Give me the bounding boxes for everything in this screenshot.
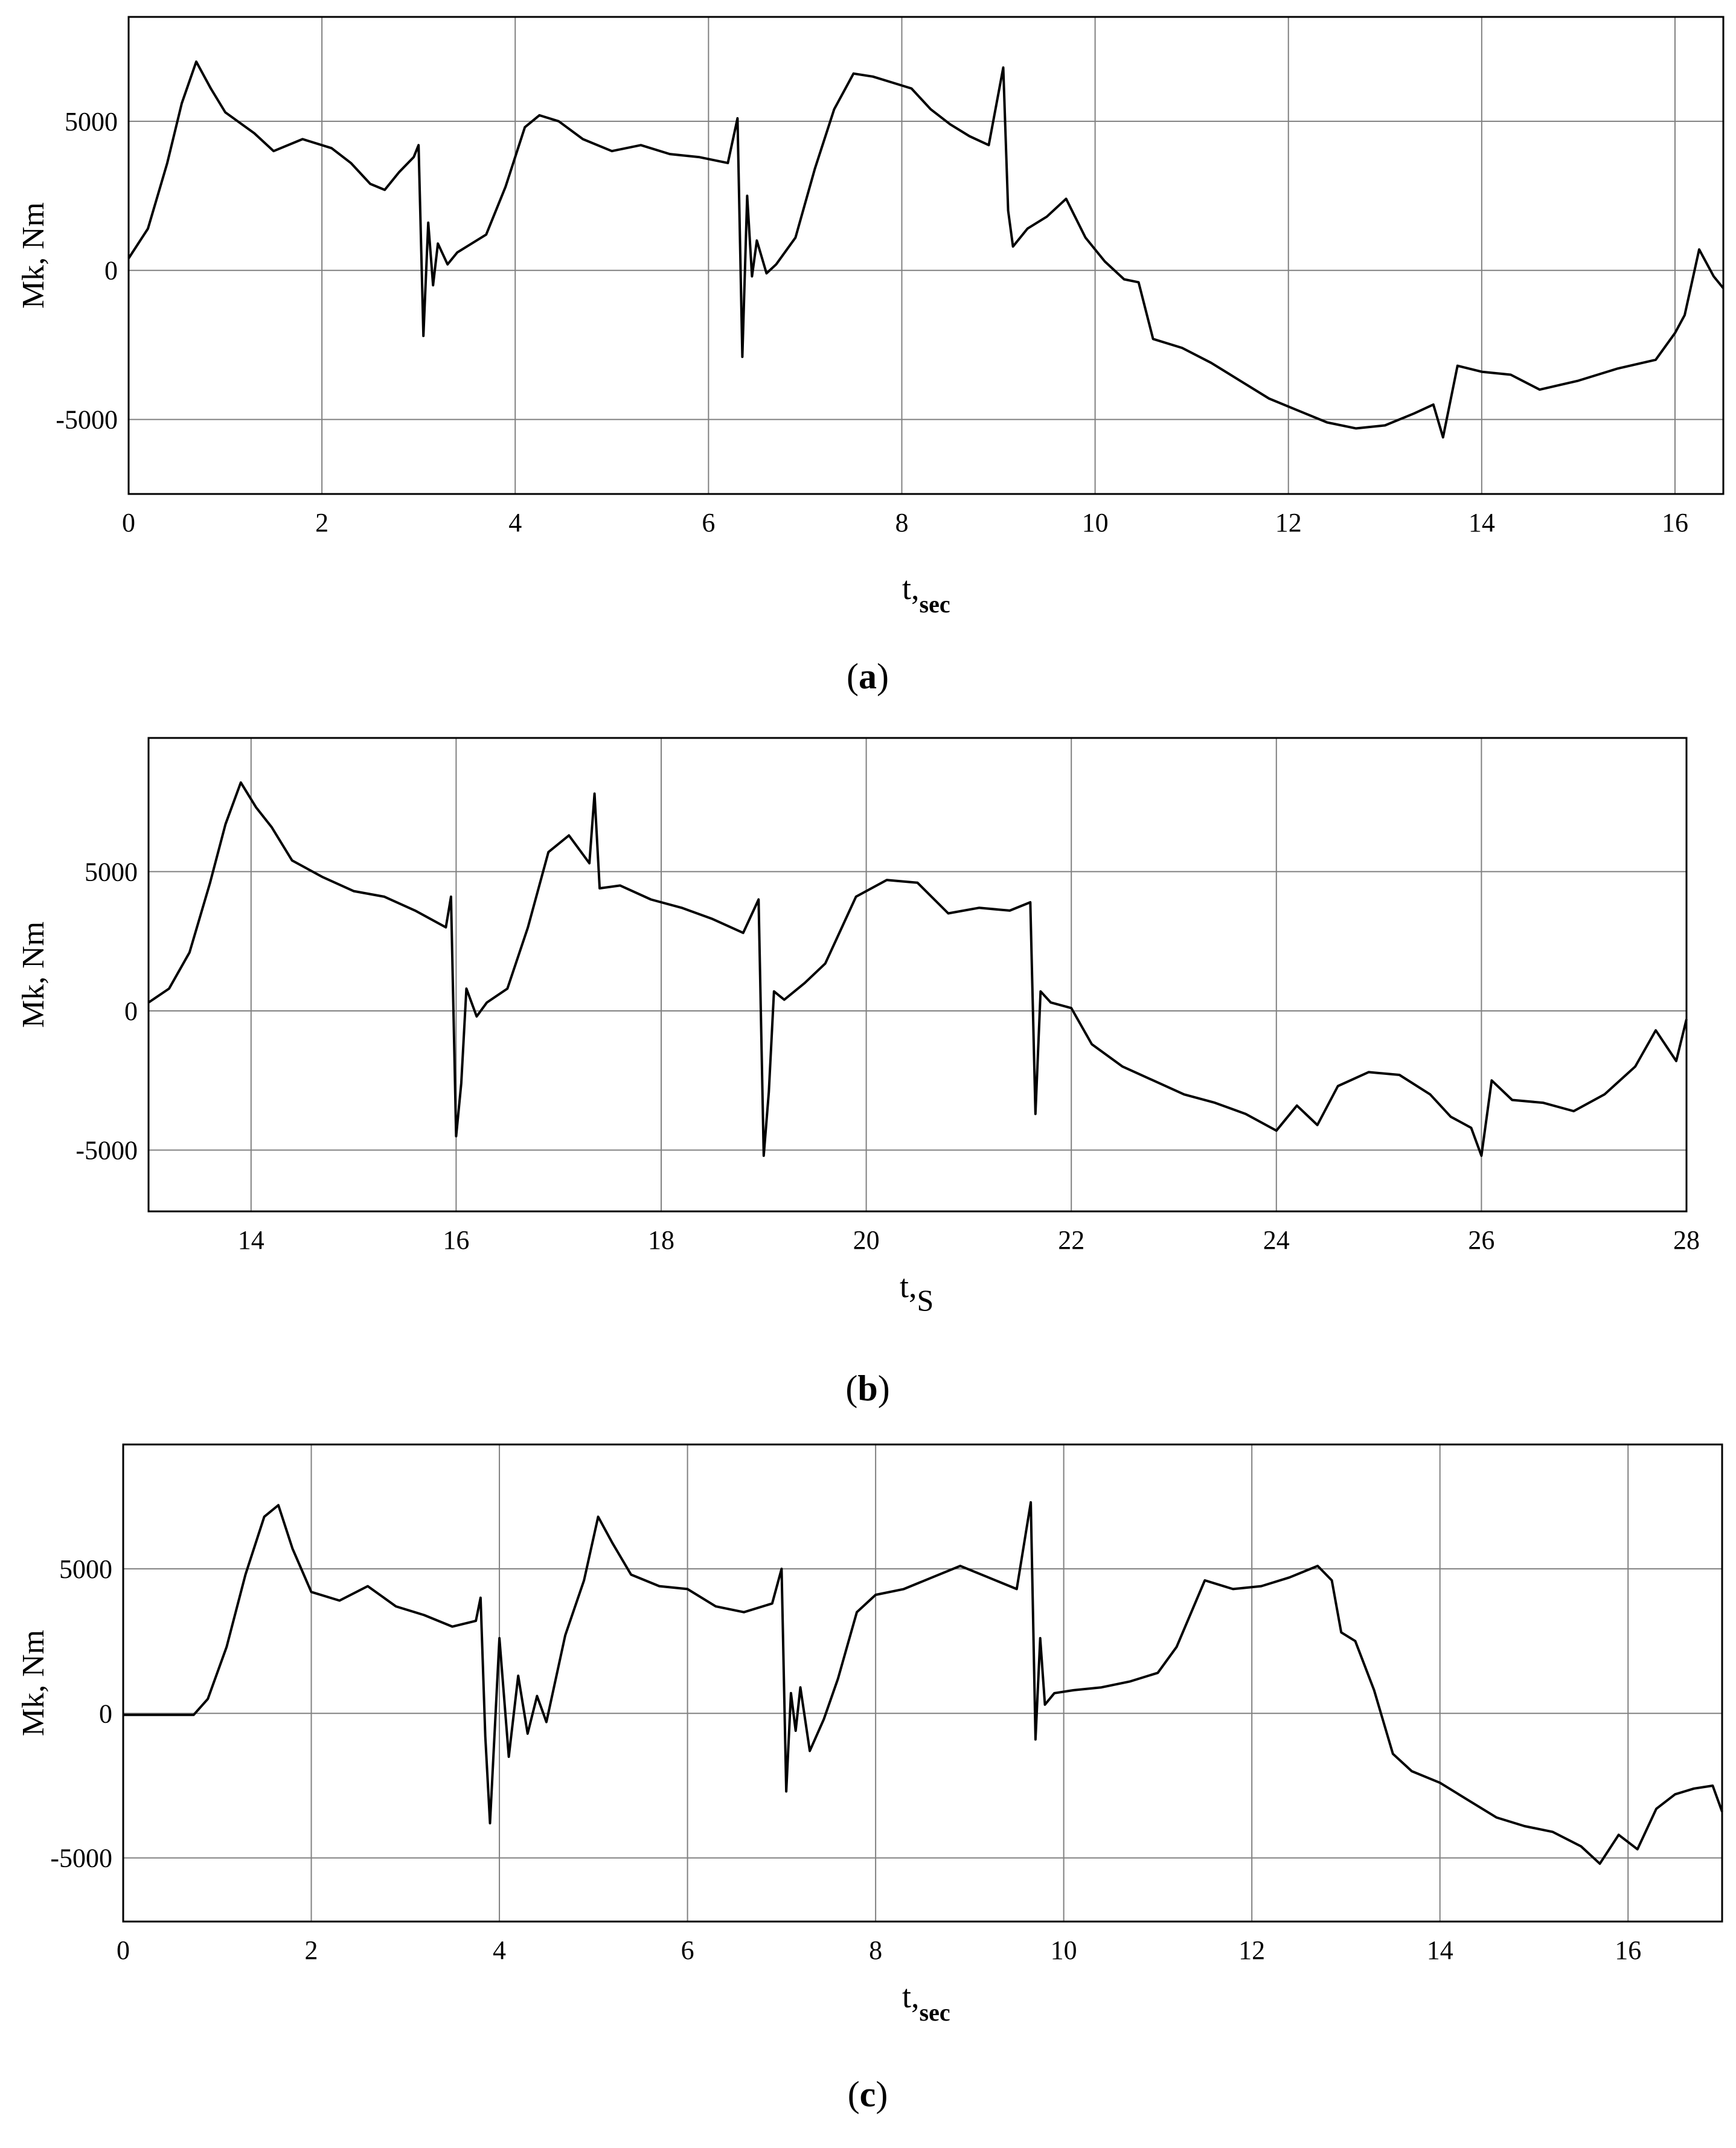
y-tick-label: 0 <box>124 996 138 1026</box>
x-tick-label: 28 <box>1673 1225 1700 1255</box>
x-axis-label-main-c: t, <box>902 1978 920 2015</box>
y-axis-label-c: Mk, Nm <box>16 1630 51 1736</box>
x-axis-label-sub-a: sec <box>920 591 950 618</box>
y-axis-label-b: Mk, Nm <box>16 922 51 1028</box>
x-tick-label: 14 <box>1427 1935 1453 1965</box>
x-tick-label: 8 <box>895 508 908 537</box>
x-tick-label: 4 <box>508 508 522 537</box>
y-tick-label: -5000 <box>50 1844 112 1873</box>
x-tick-label: 14 <box>238 1225 264 1255</box>
x-tick-label: 22 <box>1058 1225 1084 1255</box>
y-axis-label-a: Mk, Nm <box>16 202 51 309</box>
x-axis-label-main-a: t, <box>902 570 920 606</box>
plot-frame-b <box>147 737 1688 1213</box>
x-tick-label: 4 <box>493 1935 506 1965</box>
x-tick-label: 20 <box>853 1225 880 1255</box>
x-axis-label-a: t,sec <box>902 570 950 618</box>
x-axis-label-b: t,S <box>900 1268 934 1317</box>
x-tick-label: 18 <box>648 1225 674 1255</box>
x-tick-label: 10 <box>1051 1935 1077 1965</box>
panel-letter-b: b <box>857 1368 877 1408</box>
x-axis-label-main-b: t, <box>900 1268 917 1304</box>
x-tick-label: 2 <box>305 1935 318 1965</box>
x-tick-label: 16 <box>1615 1935 1641 1965</box>
y-tick-label: 0 <box>104 256 118 286</box>
plot-frame-c <box>122 1443 1723 1923</box>
x-axis-label-sub-b: S <box>917 1283 934 1317</box>
panel-b: 5000 0 -5000 14 16 18 20 22 24 26 28 Mk, Nm t,S (… <box>16 737 1700 1408</box>
plot-frame-a <box>127 16 1725 495</box>
panel-c: 5000 0 -5000 0 2 4 6 8 10 12 14 16 Mk, Nm t,sec (c… <box>16 1443 1723 2114</box>
y-tick-label: 5000 <box>65 107 118 136</box>
x-tick-label: 0 <box>122 508 135 537</box>
x-tick-label: 26 <box>1468 1225 1494 1255</box>
x-tick-label: 14 <box>1469 508 1495 537</box>
panel-a: 5000 0 -5000 0 2 4 6 8 10 12 14 16 Mk, Nm t,sec (a… <box>16 16 1725 696</box>
panel-letter-c: c <box>860 2074 876 2114</box>
panel-label-b: (b) <box>845 1368 889 1408</box>
x-axis-label-sub-c: sec <box>920 1999 950 2026</box>
x-tick-label: 12 <box>1275 508 1302 537</box>
panel-label-c: (c) <box>848 2074 888 2114</box>
y-tick-label: -5000 <box>56 405 118 435</box>
x-tick-label: 6 <box>681 1935 694 1965</box>
y-tick-label: -5000 <box>75 1136 138 1165</box>
x-tick-label: 8 <box>869 1935 882 1965</box>
panel-label-a: (a) <box>847 656 889 696</box>
torque-series-line <box>127 60 1725 439</box>
x-axis-label-c: t,sec <box>902 1978 950 2026</box>
panel-letter-a: a <box>859 656 877 696</box>
y-tick-label: 5000 <box>59 1554 112 1584</box>
torque-series-line <box>123 1501 1723 1865</box>
torque-series-line <box>147 781 1688 1157</box>
x-tick-label: 10 <box>1082 508 1109 537</box>
y-tick-label: 0 <box>99 1699 112 1728</box>
x-tick-label: 6 <box>702 508 715 537</box>
x-tick-label: 16 <box>443 1225 469 1255</box>
y-tick-label: 5000 <box>85 857 138 886</box>
x-tick-label: 2 <box>315 508 328 537</box>
x-tick-label: 0 <box>117 1935 130 1965</box>
x-tick-label: 24 <box>1263 1225 1290 1255</box>
x-tick-label: 12 <box>1238 1935 1265 1965</box>
x-tick-label: 16 <box>1662 508 1688 537</box>
